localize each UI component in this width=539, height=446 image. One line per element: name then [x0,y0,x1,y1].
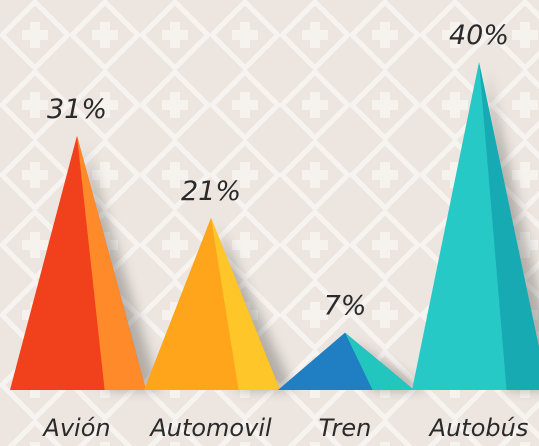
category-label: Autobús [428,414,529,442]
value-label: 21% [181,176,241,207]
value-label: 7% [324,291,367,322]
category-label: Automovil [148,414,272,442]
pyramid-face [345,332,414,390]
pyramid-face [211,217,280,390]
category-label: Avión [41,414,110,442]
pyramid-face [479,62,539,390]
value-label: 31% [47,94,107,125]
value-label: 40% [449,20,509,51]
pyramid-face [77,135,146,390]
category-label: Tren [319,414,372,442]
